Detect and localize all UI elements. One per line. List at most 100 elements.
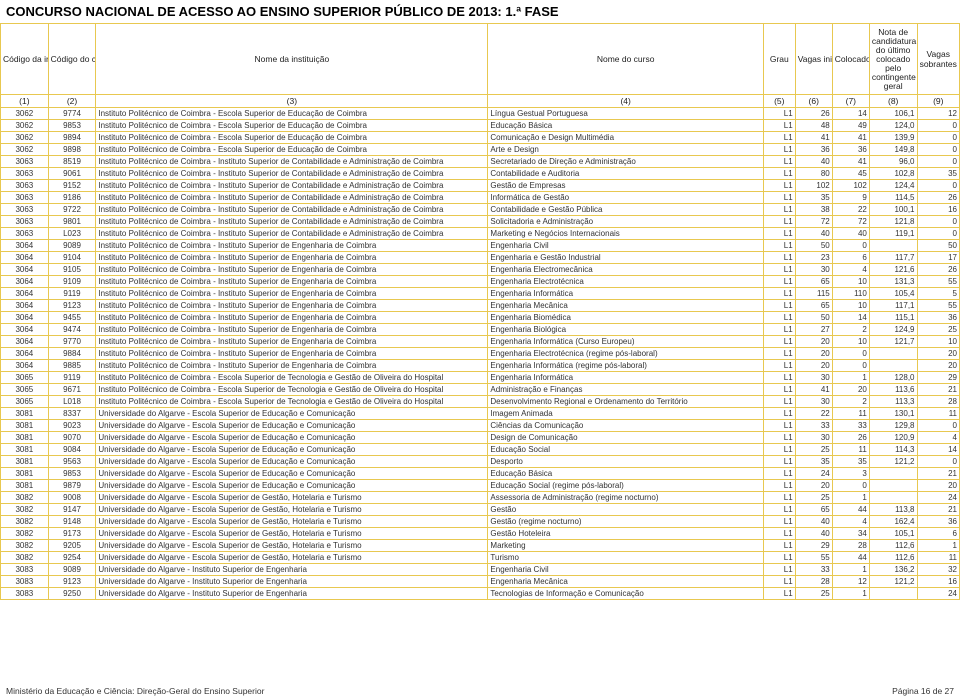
table-cell: 102 xyxy=(832,180,869,192)
sub-9: (9) xyxy=(917,95,959,108)
table-cell: 28 xyxy=(832,540,869,552)
table-cell: 16 xyxy=(917,204,959,216)
table-cell: Instituto Politécnico de Coimbra - Insti… xyxy=(96,276,488,288)
table-cell: 36 xyxy=(917,312,959,324)
table-cell: 2 xyxy=(832,324,869,336)
table-row: 30819023Universidade do Algarve - Escola… xyxy=(1,420,960,432)
table-row: 30649104Instituto Politécnico de Coimbra… xyxy=(1,252,960,264)
sub-2: (2) xyxy=(48,95,96,108)
table-cell: 9023 xyxy=(48,420,96,432)
table-row: 30639801Instituto Politécnico de Coimbra… xyxy=(1,216,960,228)
table-cell: 16 xyxy=(917,576,959,588)
table-cell xyxy=(869,240,917,252)
table-cell: Gestão Hoteleira xyxy=(488,528,764,540)
table-cell: 4 xyxy=(917,432,959,444)
table-row: 3063L023Instituto Politécnico de Coimbra… xyxy=(1,228,960,240)
table-cell: 30 xyxy=(795,396,832,408)
table-cell: 44 xyxy=(832,504,869,516)
table-cell: 121,2 xyxy=(869,456,917,468)
table-cell: 28 xyxy=(917,396,959,408)
table-cell: Universidade do Algarve - Escola Superio… xyxy=(96,516,488,528)
table-cell: 121,6 xyxy=(869,264,917,276)
table-cell: 3082 xyxy=(1,528,49,540)
table-cell: Engenharia Informática (regime pós-labor… xyxy=(488,360,764,372)
table-cell: 0 xyxy=(917,120,959,132)
table-cell: 9894 xyxy=(48,132,96,144)
table-cell: 5 xyxy=(917,288,959,300)
table-cell: 35 xyxy=(832,456,869,468)
table-row: 30829254Universidade do Algarve - Escola… xyxy=(1,552,960,564)
table-cell: 40 xyxy=(795,228,832,240)
table-cell: 11 xyxy=(917,552,959,564)
table-row: 30629898Instituto Politécnico de Coimbra… xyxy=(1,144,960,156)
table-cell: L023 xyxy=(48,228,96,240)
table-cell: 115,1 xyxy=(869,312,917,324)
col-nota: Nota de candidatura do último colocado p… xyxy=(869,24,917,95)
table-cell: 23 xyxy=(795,252,832,264)
table-cell: Instituto Politécnico de Coimbra - Escol… xyxy=(96,372,488,384)
sub-4: (4) xyxy=(488,95,764,108)
col-codigo-inst: Código da instituição xyxy=(1,24,49,95)
table-cell: L1 xyxy=(763,204,795,216)
table-row: 30639152Instituto Politécnico de Coimbra… xyxy=(1,180,960,192)
table-cell: Instituto Politécnico de Coimbra - Insti… xyxy=(96,168,488,180)
table-cell: Imagem Animada xyxy=(488,408,764,420)
table-body: 30629774Instituto Politécnico de Coimbra… xyxy=(1,108,960,600)
table-cell: 14 xyxy=(832,312,869,324)
table-cell: 20 xyxy=(917,480,959,492)
table-cell: 3082 xyxy=(1,540,49,552)
table-cell: Instituto Politécnico de Coimbra - Escol… xyxy=(96,396,488,408)
table-cell: L1 xyxy=(763,564,795,576)
table-cell: Instituto Politécnico de Coimbra - Insti… xyxy=(96,240,488,252)
table-cell xyxy=(869,360,917,372)
table-cell: Contabilidade e Gestão Pública xyxy=(488,204,764,216)
table-cell: 44 xyxy=(832,552,869,564)
table-cell: 3065 xyxy=(1,384,49,396)
table-row: 30839123Universidade do Algarve - Instit… xyxy=(1,576,960,588)
table-cell: 9885 xyxy=(48,360,96,372)
table-cell: 80 xyxy=(795,168,832,180)
table-cell: 9089 xyxy=(48,564,96,576)
table-cell: 113,8 xyxy=(869,504,917,516)
table-cell: 9879 xyxy=(48,480,96,492)
table-cell: 9008 xyxy=(48,492,96,504)
table-cell: 3064 xyxy=(1,288,49,300)
table-cell: Instituto Politécnico de Coimbra - Insti… xyxy=(96,288,488,300)
table-cell: 22 xyxy=(795,408,832,420)
table-cell: 3063 xyxy=(1,192,49,204)
table-cell: 10 xyxy=(832,336,869,348)
table-cell: 20 xyxy=(832,384,869,396)
table-cell: 9455 xyxy=(48,312,96,324)
table-cell: 9147 xyxy=(48,504,96,516)
table-row: 30819084Universidade do Algarve - Escola… xyxy=(1,444,960,456)
table-cell: 3064 xyxy=(1,336,49,348)
table-cell: 114,3 xyxy=(869,444,917,456)
table-cell: 162,4 xyxy=(869,516,917,528)
table-cell: 55 xyxy=(795,552,832,564)
table-cell: 22 xyxy=(832,204,869,216)
data-table: Código da instituição Código do curso No… xyxy=(0,23,960,600)
table-cell: 9173 xyxy=(48,528,96,540)
table-cell: Engenharia Biomédica xyxy=(488,312,764,324)
table-cell: 33 xyxy=(795,420,832,432)
table-cell: L1 xyxy=(763,300,795,312)
table-cell: 119,1 xyxy=(869,228,917,240)
table-cell: 35 xyxy=(795,192,832,204)
table-cell: 129,8 xyxy=(869,420,917,432)
table-row: 30819070Universidade do Algarve - Escola… xyxy=(1,432,960,444)
table-cell: 96,0 xyxy=(869,156,917,168)
table-cell: L1 xyxy=(763,108,795,120)
table-cell: L1 xyxy=(763,312,795,324)
table-cell: 14 xyxy=(917,444,959,456)
table-cell: 72 xyxy=(832,216,869,228)
table-cell: 65 xyxy=(795,276,832,288)
table-row: 30829147Universidade do Algarve - Escola… xyxy=(1,504,960,516)
table-cell: 33 xyxy=(795,564,832,576)
table-cell: 27 xyxy=(795,324,832,336)
table-cell: Contabilidade e Auditoria xyxy=(488,168,764,180)
header-row: Código da instituição Código do curso No… xyxy=(1,24,960,95)
table-cell: 55 xyxy=(917,276,959,288)
table-cell: 3062 xyxy=(1,120,49,132)
table-cell: 40 xyxy=(795,516,832,528)
table-cell: 36 xyxy=(832,144,869,156)
